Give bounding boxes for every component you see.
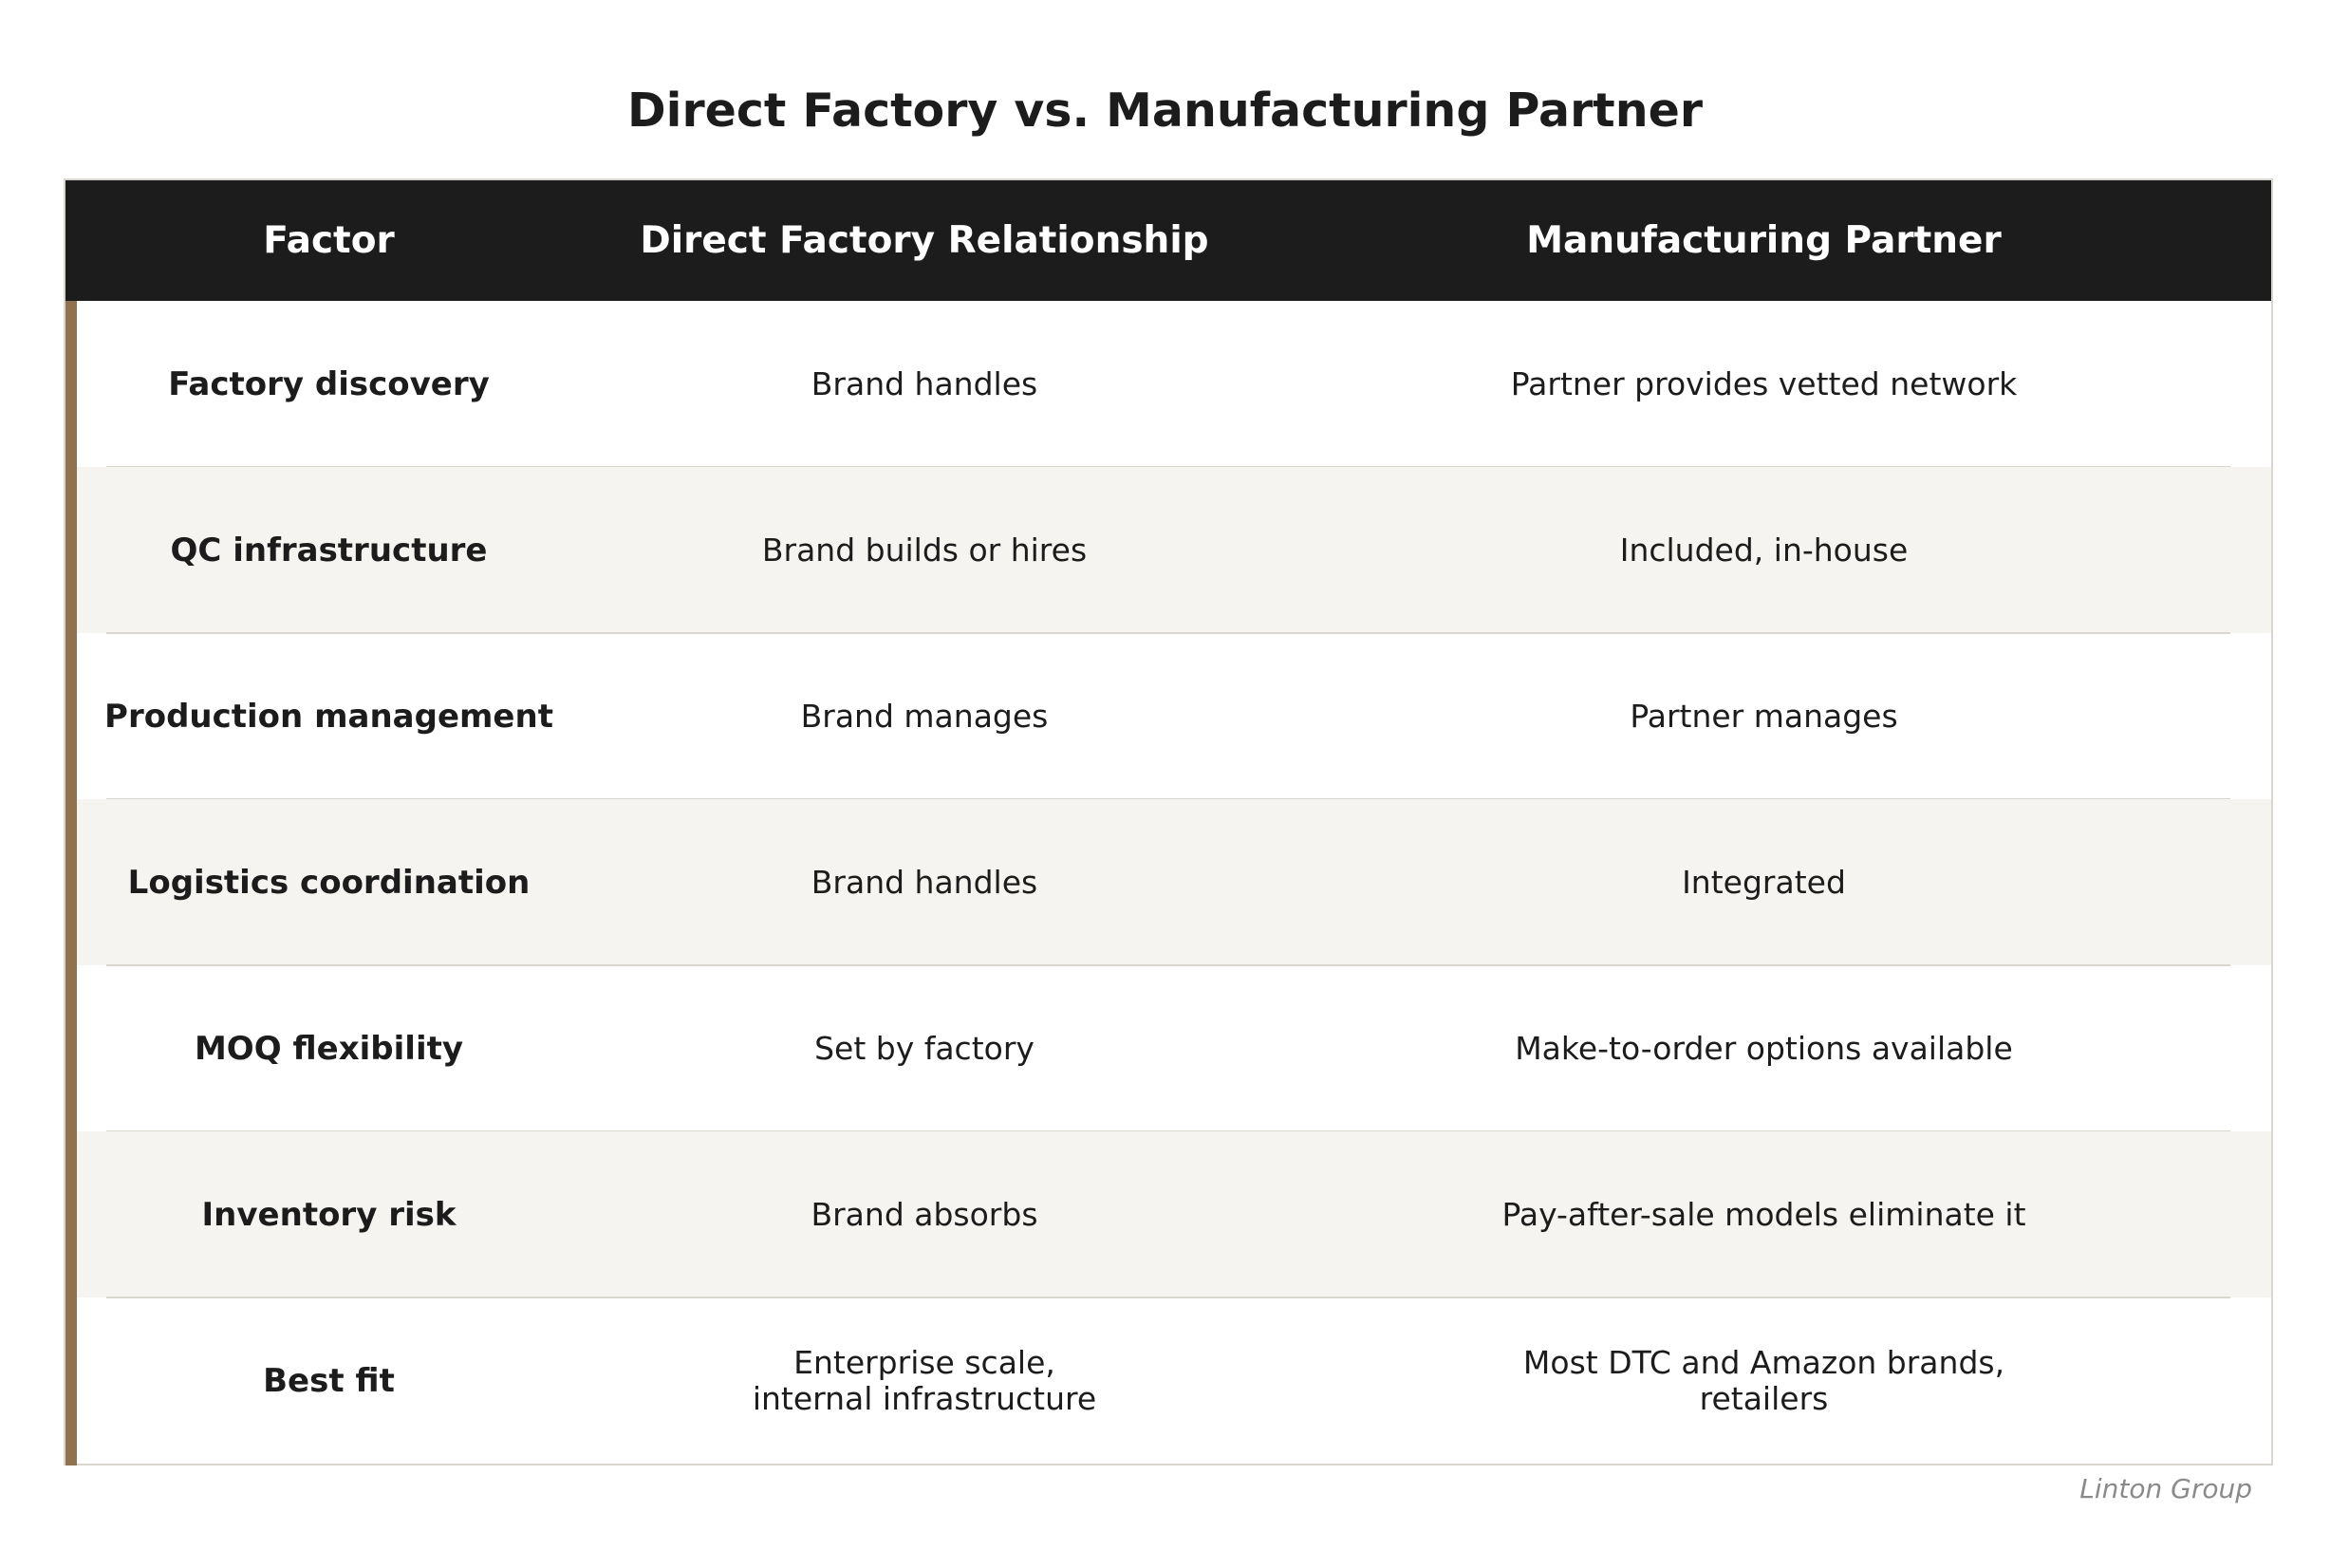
header-direct-factory: Direct Factory Relationship [640,219,1209,262]
direct-factory-cell: Set by factory [814,1029,1035,1067]
table-header: Factor Direct Factory Relationship Manuf… [65,180,2271,301]
table-row: Production management Brand manages Partne… [65,633,2271,800]
row-divider [106,1297,2230,1298]
table-row: MOQ flexibility Set by factory Make-to-ord… [65,965,2271,1132]
direct-factory-cell: Brand handles [811,364,1038,402]
factor-cell: Factory discovery [168,364,490,403]
manufacturing-partner-cell: Make-to-order options available [1515,1029,2013,1067]
direct-factory-cell: Enterprise scale, internal infrastructur… [752,1343,1097,1417]
manufacturing-partner-cell: Integrated [1682,863,1846,901]
direct-factory-cell: Brand absorbs [811,1195,1038,1233]
manufacturing-partner-cell: Included, in-house [1619,531,1909,569]
table-row: Logistics coordination Brand handles Integ… [65,799,2271,966]
table-row: Best fit Enterprise scale, internal infra… [65,1297,2271,1464]
comparison-table: Factor Direct Factory Relationship Manuf… [64,178,2273,1465]
manufacturing-partner-cell: Partner provides vetted network [1510,364,2018,402]
manufacturing-partner-cell: Partner manages [1630,697,1898,735]
manufacturing-partner-cell: Pay-after-sale models eliminate it [1501,1195,2026,1233]
factor-cell: MOQ flexibility [194,1029,464,1068]
factor-cell: Production management [104,697,553,736]
accent-bar [65,301,77,1465]
table-row: QC infrastructure Brand builds or hires In… [65,467,2271,634]
direct-factory-cell: Brand handles [811,863,1038,901]
direct-factory-cell: Brand builds or hires [761,531,1088,569]
chart-title: Direct Factory vs. Manufacturing Partner [627,84,1703,138]
table-row: Factory discovery Brand handles Partner pr… [65,301,2271,468]
factor-cell: Best fit [263,1361,395,1400]
row-divider [106,632,2230,634]
header-manufacturing-partner: Manufacturing Partner [1526,219,2002,262]
manufacturing-partner-cell: Most DTC and Amazon brands, retailers [1522,1343,2005,1417]
header-factor: Factor [263,219,395,262]
factor-cell: QC infrastructure [170,531,488,569]
source-label: Linton Group [2079,1473,2252,1504]
table-row: Inventory risk Brand absorbs Pay-after-sal… [65,1131,2271,1298]
factor-cell: Logistics coordination [127,863,531,902]
row-divider [106,964,2230,966]
direct-factory-cell: Brand manages [800,697,1049,735]
factor-cell: Inventory risk [201,1195,457,1234]
